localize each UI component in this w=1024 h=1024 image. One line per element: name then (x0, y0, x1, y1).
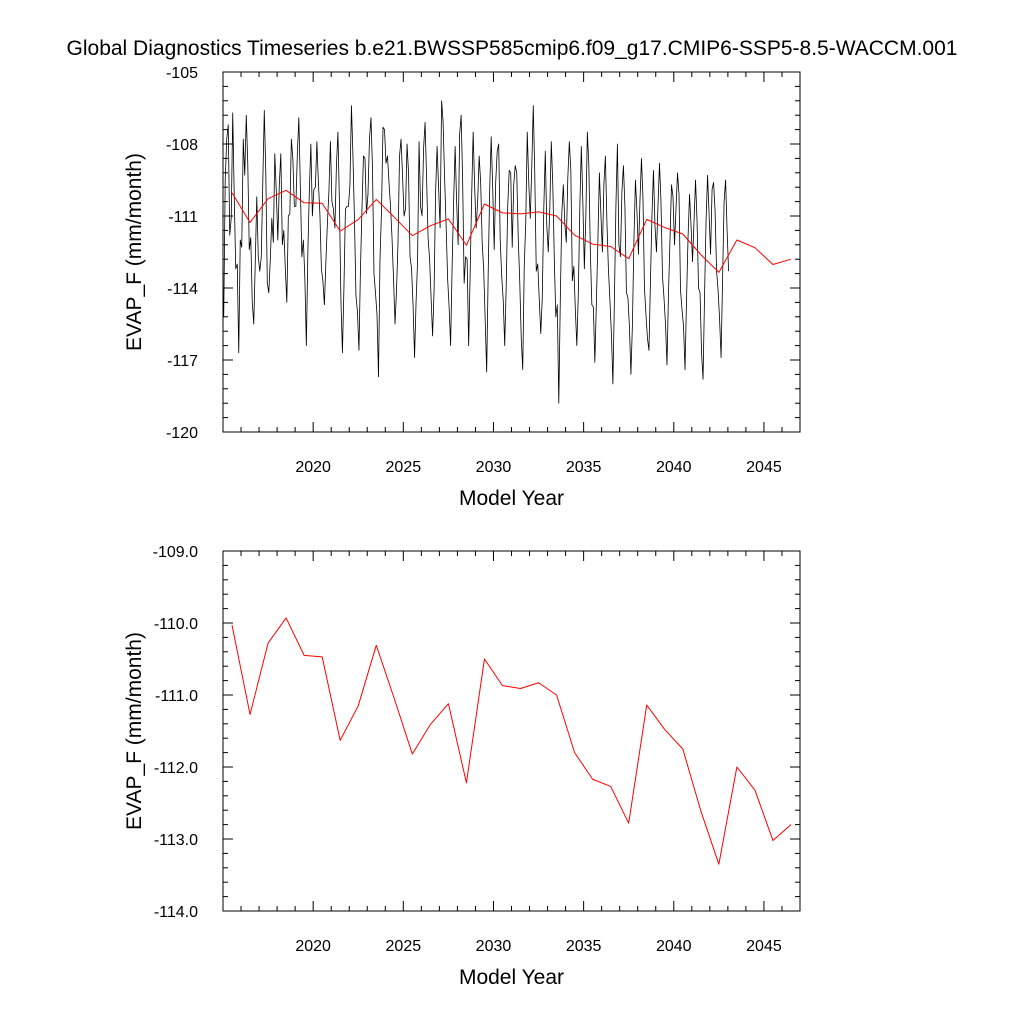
x-tick-label: 2040 (656, 459, 692, 476)
monthly-series-line (223, 100, 729, 404)
y-tick-label: -112.0 (154, 760, 198, 777)
page-title: Global Diagnostics Timeseries b.e21.BWSS… (67, 37, 958, 60)
x-axis-title: Model Year (459, 487, 564, 510)
y-tick-label: -114.0 (154, 904, 198, 921)
y-tick-label: -114 (167, 281, 198, 298)
y-tick-label: -111 (168, 209, 198, 226)
x-tick-label: 2025 (386, 459, 422, 476)
timeseries-panel-top: 2020 2025 2030 2035 2040 2045 -105 -108 -111 -114… (123, 65, 801, 510)
plot-frame (222, 71, 801, 433)
y-tick-label: -105 (166, 65, 198, 82)
y-axis-title: EVAP_F (mm/month) (123, 632, 146, 830)
x-tick-label: 2030 (476, 938, 512, 955)
y-tick-label: -120 (166, 425, 198, 442)
x-tick-label: 2030 (476, 459, 512, 476)
y-tick-label: -110.0 (154, 616, 198, 633)
annual-series-line (231, 617, 792, 865)
x-axis-title: Model Year (459, 966, 564, 989)
x-tick-label: 2035 (566, 938, 602, 955)
x-tick-label: 2035 (566, 459, 602, 476)
x-tick-label: 2045 (746, 938, 782, 955)
x-tick-label: 2020 (295, 459, 331, 476)
y-tick-label: -109.0 (153, 544, 198, 561)
x-tick-label: 2025 (386, 938, 422, 955)
x-tick-label: 2020 (295, 938, 331, 955)
y-axis-title: EVAP_F (mm/month) (123, 153, 146, 351)
x-tick-label: 2040 (656, 938, 692, 955)
timeseries-panel-bottom: 2020 2025 2030 2035 2040 2045 -109.0 -110.0 -111… (123, 544, 801, 989)
plot-frame (222, 550, 801, 912)
y-tick-label: -117 (167, 353, 198, 370)
y-tick-label: -111.0 (155, 688, 198, 705)
x-tick-label: 2045 (746, 459, 782, 476)
y-tick-label: -108 (166, 137, 198, 154)
annual-series-line (231, 189, 792, 273)
y-tick-label: -113.0 (154, 832, 198, 849)
